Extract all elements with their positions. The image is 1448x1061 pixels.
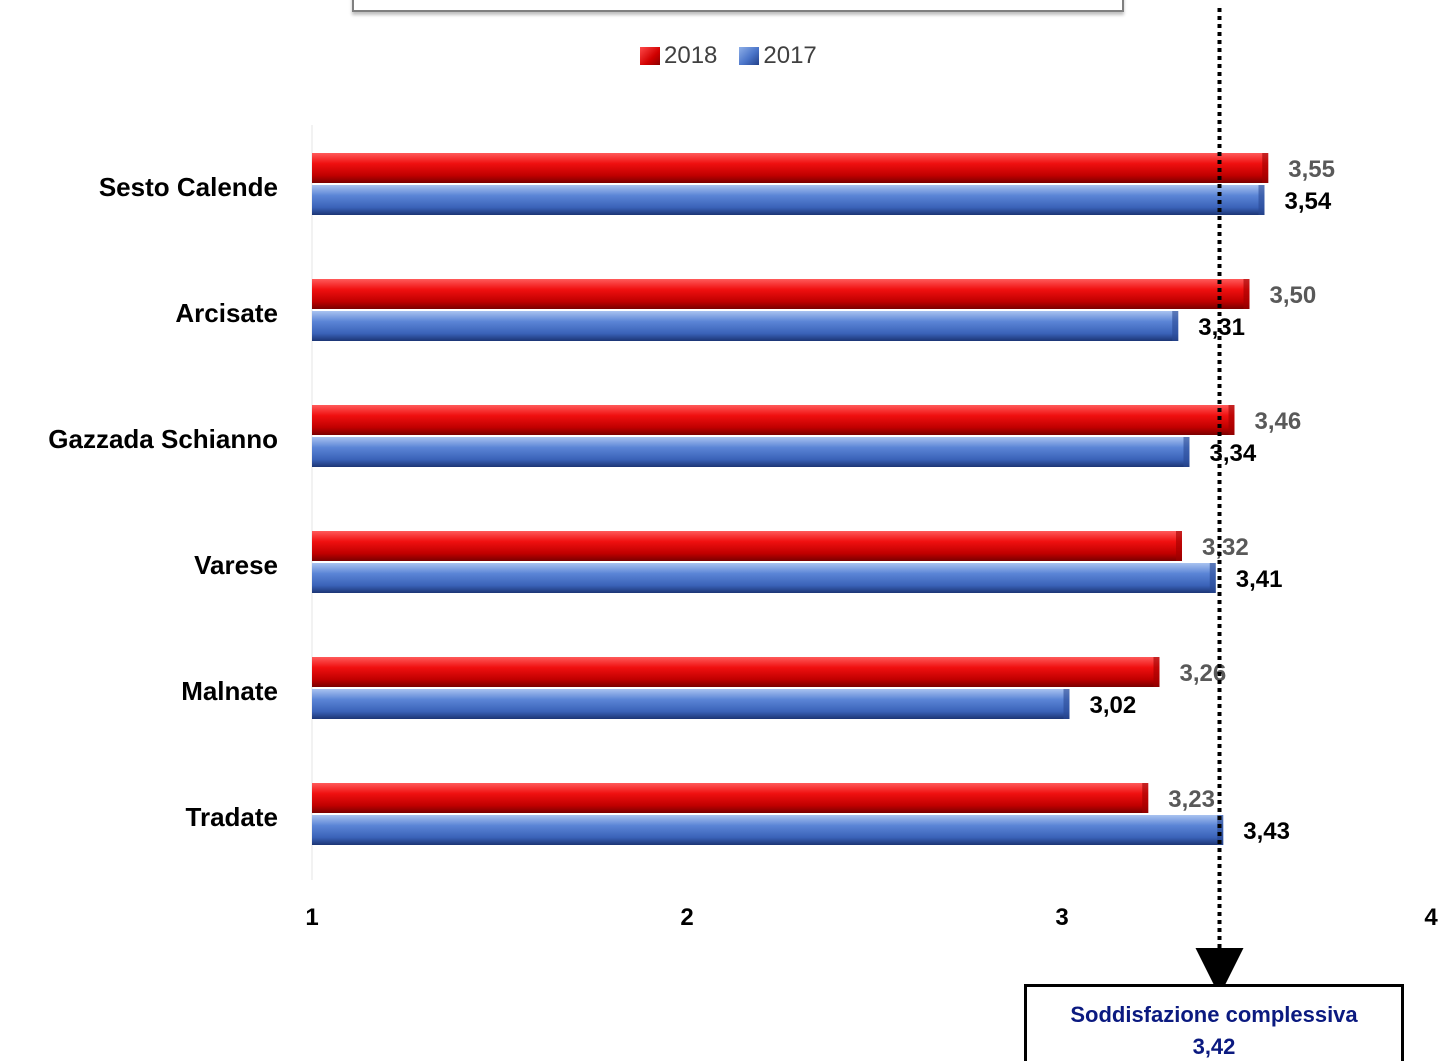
bar-end-cap	[1172, 311, 1179, 341]
data-label-2018: 3,46	[1255, 408, 1302, 435]
category-label: Sesto Calende	[99, 172, 278, 202]
data-label-2018: 3,55	[1288, 156, 1335, 183]
overall-satisfaction-value: 3,42	[1192, 1034, 1236, 1059]
legend-label-2017: 2017	[763, 42, 817, 69]
category-label: Varese	[194, 550, 278, 580]
legend-label-2018: 2018	[664, 42, 718, 69]
legend-item-2017: 2017	[739, 42, 817, 70]
bar-2017	[312, 185, 1265, 215]
bar-end-cap	[1153, 657, 1160, 687]
bar-end-cap	[1183, 437, 1190, 467]
legend-swatch-2017	[739, 47, 760, 65]
overall-satisfaction-label: Soddisfazione complessiva	[1070, 1002, 1358, 1027]
bar-2018	[312, 783, 1149, 813]
data-label-2017: 3,34	[1210, 440, 1257, 467]
data-label-2017: 3,43	[1243, 818, 1290, 845]
category-label: Arcisate	[175, 298, 278, 328]
bar-2018	[312, 405, 1235, 435]
data-label-2017: 3,02	[1090, 692, 1137, 719]
overall-satisfaction-box: Soddisfazione complessiva 3,42	[1024, 984, 1404, 1061]
x-tick-label: 1	[305, 904, 318, 931]
bar-2017	[312, 437, 1190, 467]
bar-end-cap	[1258, 185, 1265, 215]
bar-end-cap	[1176, 531, 1182, 561]
bar-2018	[312, 531, 1182, 561]
legend: 2018 2017	[640, 42, 817, 70]
x-tick-label: 3	[1055, 904, 1068, 931]
category-label: Tradate	[186, 802, 279, 832]
category-label: Malnate	[181, 676, 278, 706]
data-label-2017: 3,41	[1236, 566, 1283, 593]
bar-2018	[312, 153, 1269, 183]
bar-end-cap	[1217, 815, 1224, 845]
bar-2017	[312, 311, 1179, 341]
x-tick-label: 2	[680, 904, 693, 931]
bar-end-cap	[1262, 153, 1269, 183]
legend-item-2018: 2018	[640, 42, 717, 70]
bar-end-cap	[1209, 563, 1216, 593]
bar-2017	[312, 815, 1224, 845]
category-label: Gazzada Schianno	[48, 424, 278, 454]
bar-end-cap	[1142, 783, 1149, 813]
data-label-2018: 3,32	[1202, 534, 1249, 561]
x-tick-label: 4	[1424, 904, 1438, 931]
axis-group: Sesto Calende Arcisate Gazzada Schianno Var…	[48, 125, 1438, 931]
bar-end-cap	[1063, 689, 1070, 719]
bar-end-cap	[1243, 279, 1250, 309]
bar-end-cap	[1228, 405, 1235, 435]
bar-2018	[312, 279, 1250, 309]
bar-2017	[312, 689, 1070, 719]
data-label-2017: 3,31	[1198, 314, 1245, 341]
data-label-2017: 3,54	[1285, 188, 1332, 215]
data-label-2018: 3,23	[1168, 786, 1215, 813]
bars-group	[312, 153, 1269, 845]
data-label-2018: 3,50	[1270, 282, 1317, 309]
legend-swatch-2018	[640, 47, 660, 65]
bar-2017	[312, 563, 1216, 593]
data-labels-group: 3,553,543,503,313,463,343,323,413,263,02…	[1090, 156, 1335, 845]
bar-2018	[312, 657, 1160, 687]
title-box	[352, 0, 1124, 12]
